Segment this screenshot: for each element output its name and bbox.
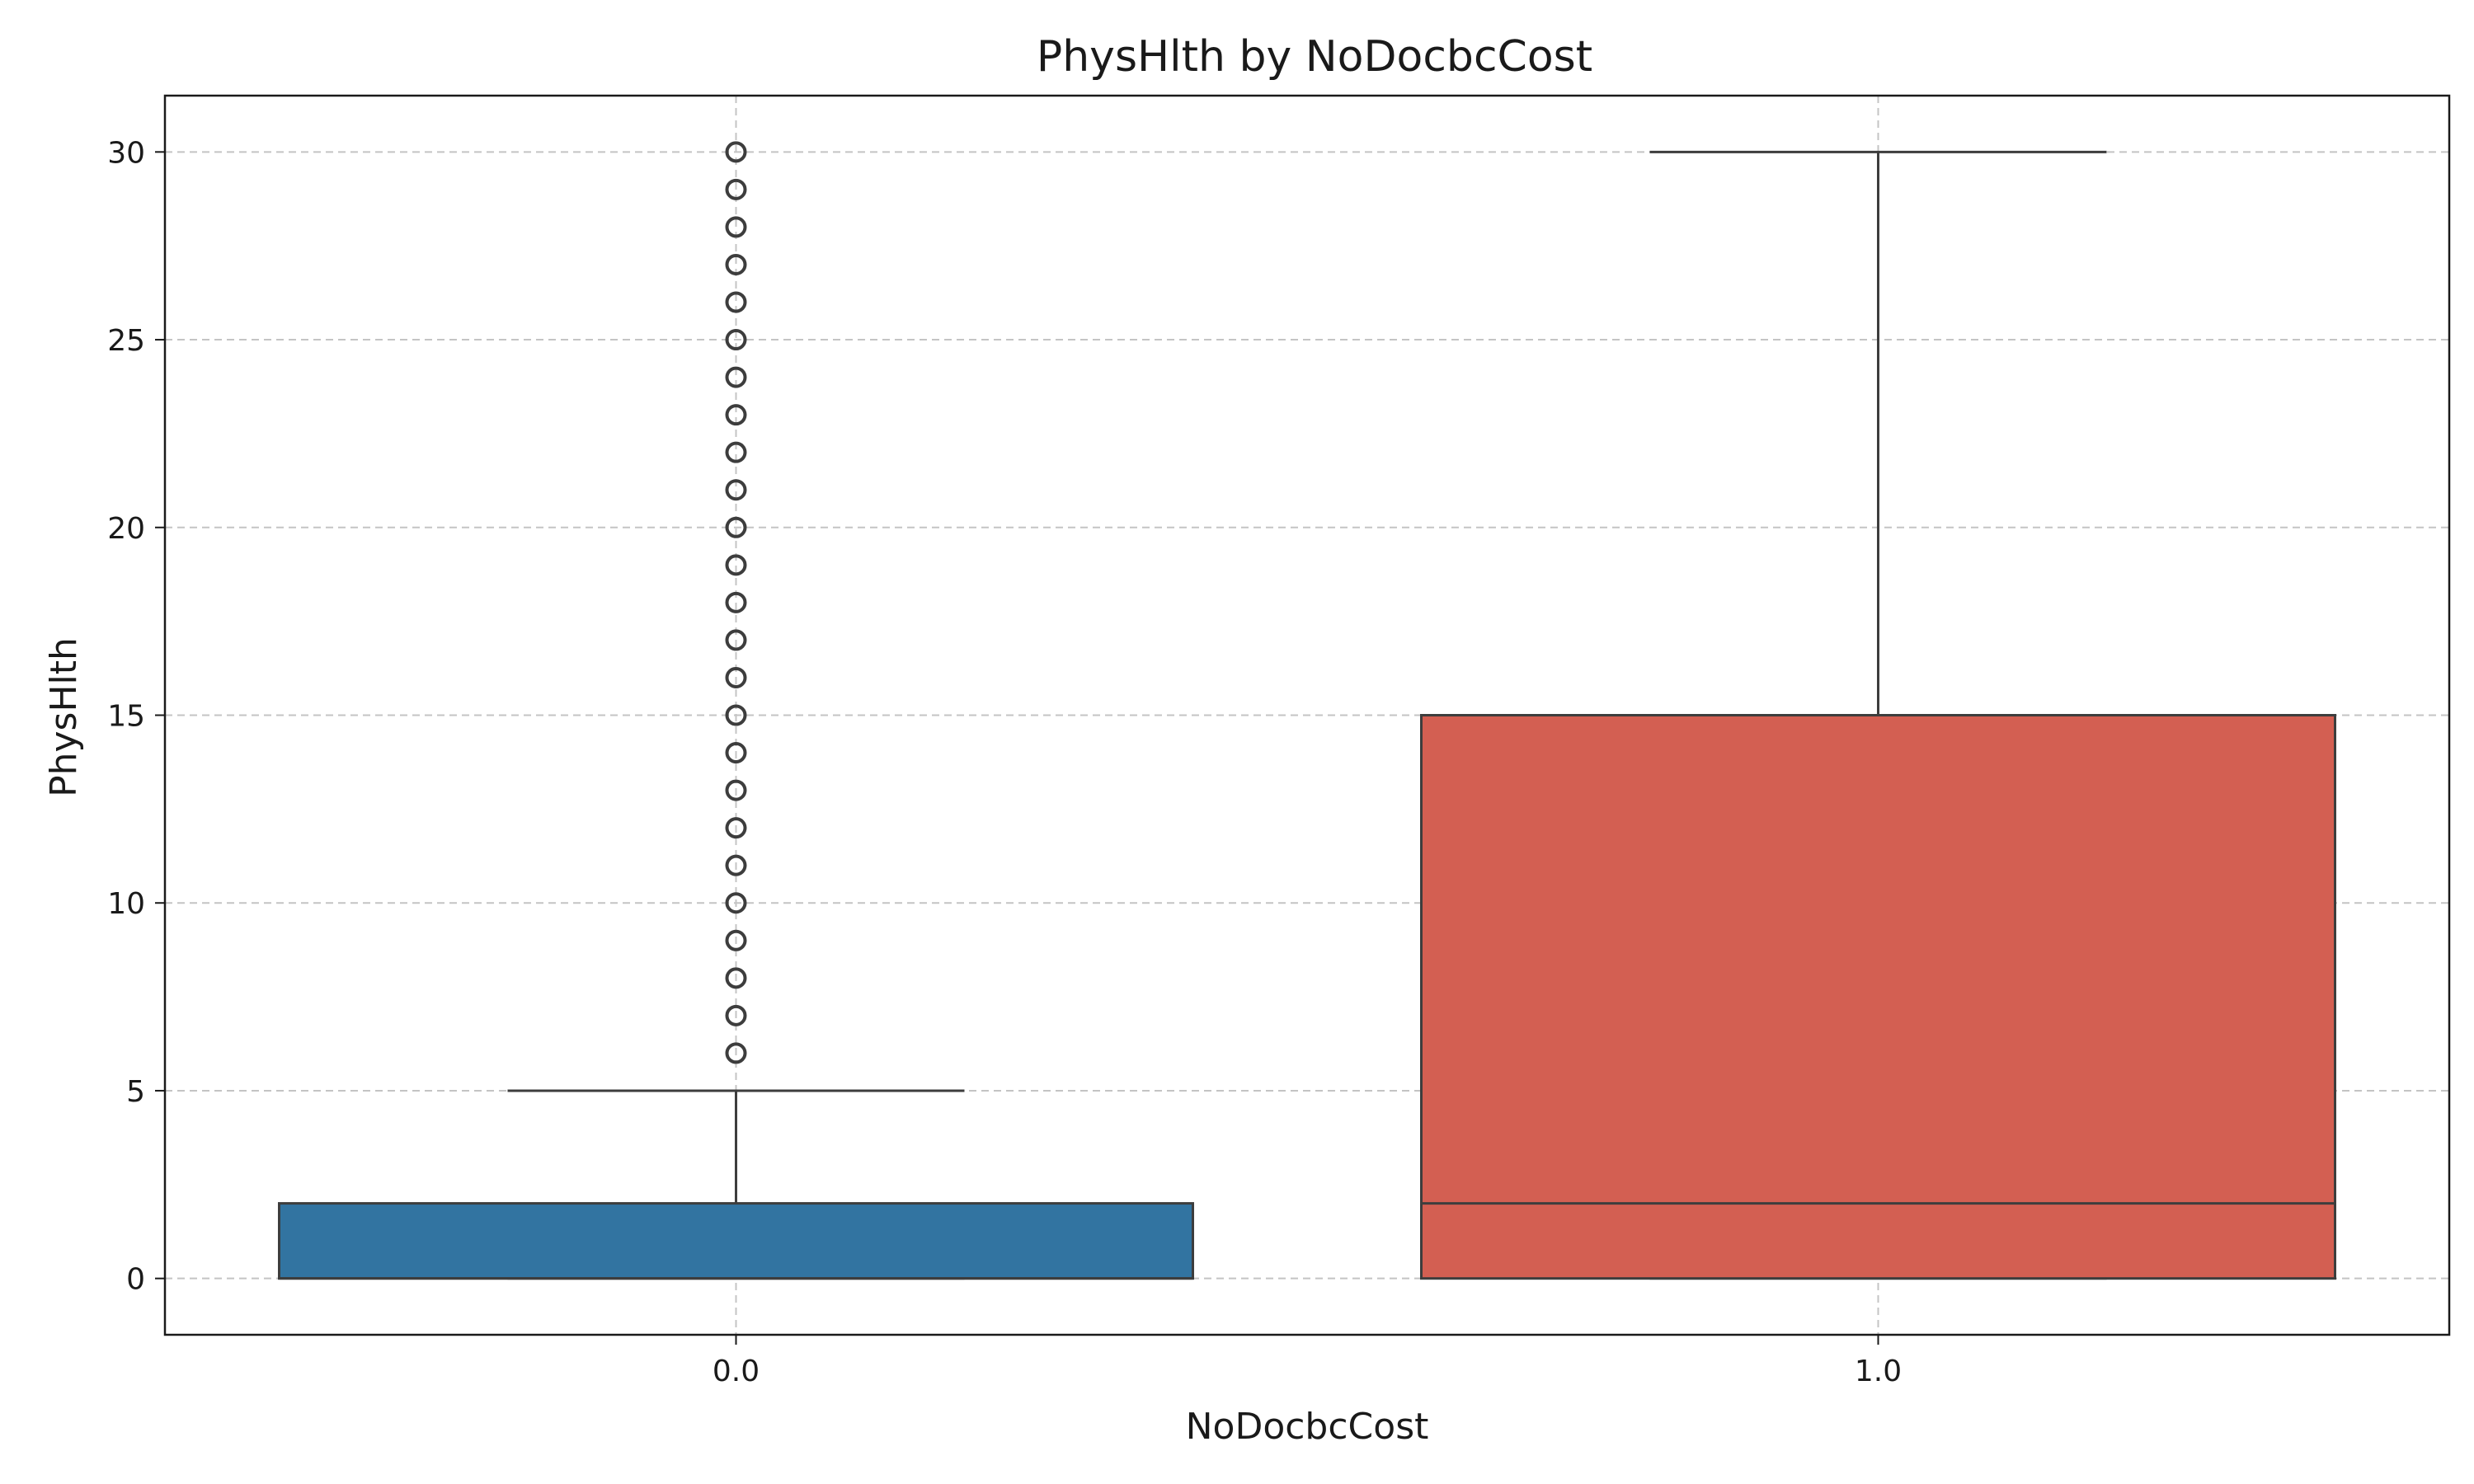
outlier-point — [725, 817, 747, 839]
x-tick-label: 1.0 — [1855, 1355, 1902, 1388]
outlier-point — [725, 253, 747, 275]
y-tick-label: 10 — [107, 887, 145, 921]
plot-frame — [163, 94, 2451, 1336]
box — [1420, 714, 2336, 1280]
outlier-point — [725, 329, 747, 351]
chart-title: PhysHlth by NoDocbcCost — [1037, 32, 1592, 82]
y-tick-label: 25 — [107, 324, 145, 358]
outlier-point — [725, 291, 747, 313]
y-tick-label: 0 — [126, 1263, 145, 1297]
box-group-0-0 — [278, 141, 1194, 1280]
outlier-point — [725, 366, 747, 388]
outlier-point — [725, 216, 747, 238]
outlier-point — [725, 892, 747, 914]
outlier-point — [725, 178, 747, 200]
outlier-point — [725, 141, 747, 163]
outlier-point — [725, 929, 747, 951]
outlier-point — [725, 854, 747, 876]
tick-layer: 0 5 10 15 20 25 30 0.0 1.0 — [107, 136, 1902, 1388]
box-group-1-0 — [1420, 150, 2336, 1280]
outlier-point — [725, 704, 747, 726]
outlier-point — [725, 967, 747, 989]
x-axis-label: NoDocbcCost — [1186, 1406, 1429, 1448]
outlier-point — [725, 479, 747, 501]
outlier-point — [725, 554, 747, 576]
outlier-point — [725, 516, 747, 538]
y-axis-label: PhysHlth — [43, 637, 85, 797]
outlier-point — [725, 666, 747, 688]
outlier-point — [725, 629, 747, 651]
y-tick-label: 20 — [107, 512, 145, 546]
outlier-point — [725, 779, 747, 801]
y-tick-label: 15 — [107, 700, 145, 734]
outlier-point — [725, 404, 747, 426]
box-layer — [278, 141, 2336, 1280]
outlier-point — [725, 742, 747, 764]
outlier-point — [725, 1004, 747, 1026]
y-tick-label: 5 — [126, 1075, 145, 1109]
y-tick-label: 30 — [107, 136, 145, 170]
outlier-point — [725, 1042, 747, 1064]
outlier-point — [725, 591, 747, 613]
box — [278, 1202, 1194, 1280]
x-tick-label: 0.0 — [713, 1355, 760, 1388]
outlier-point — [725, 441, 747, 463]
